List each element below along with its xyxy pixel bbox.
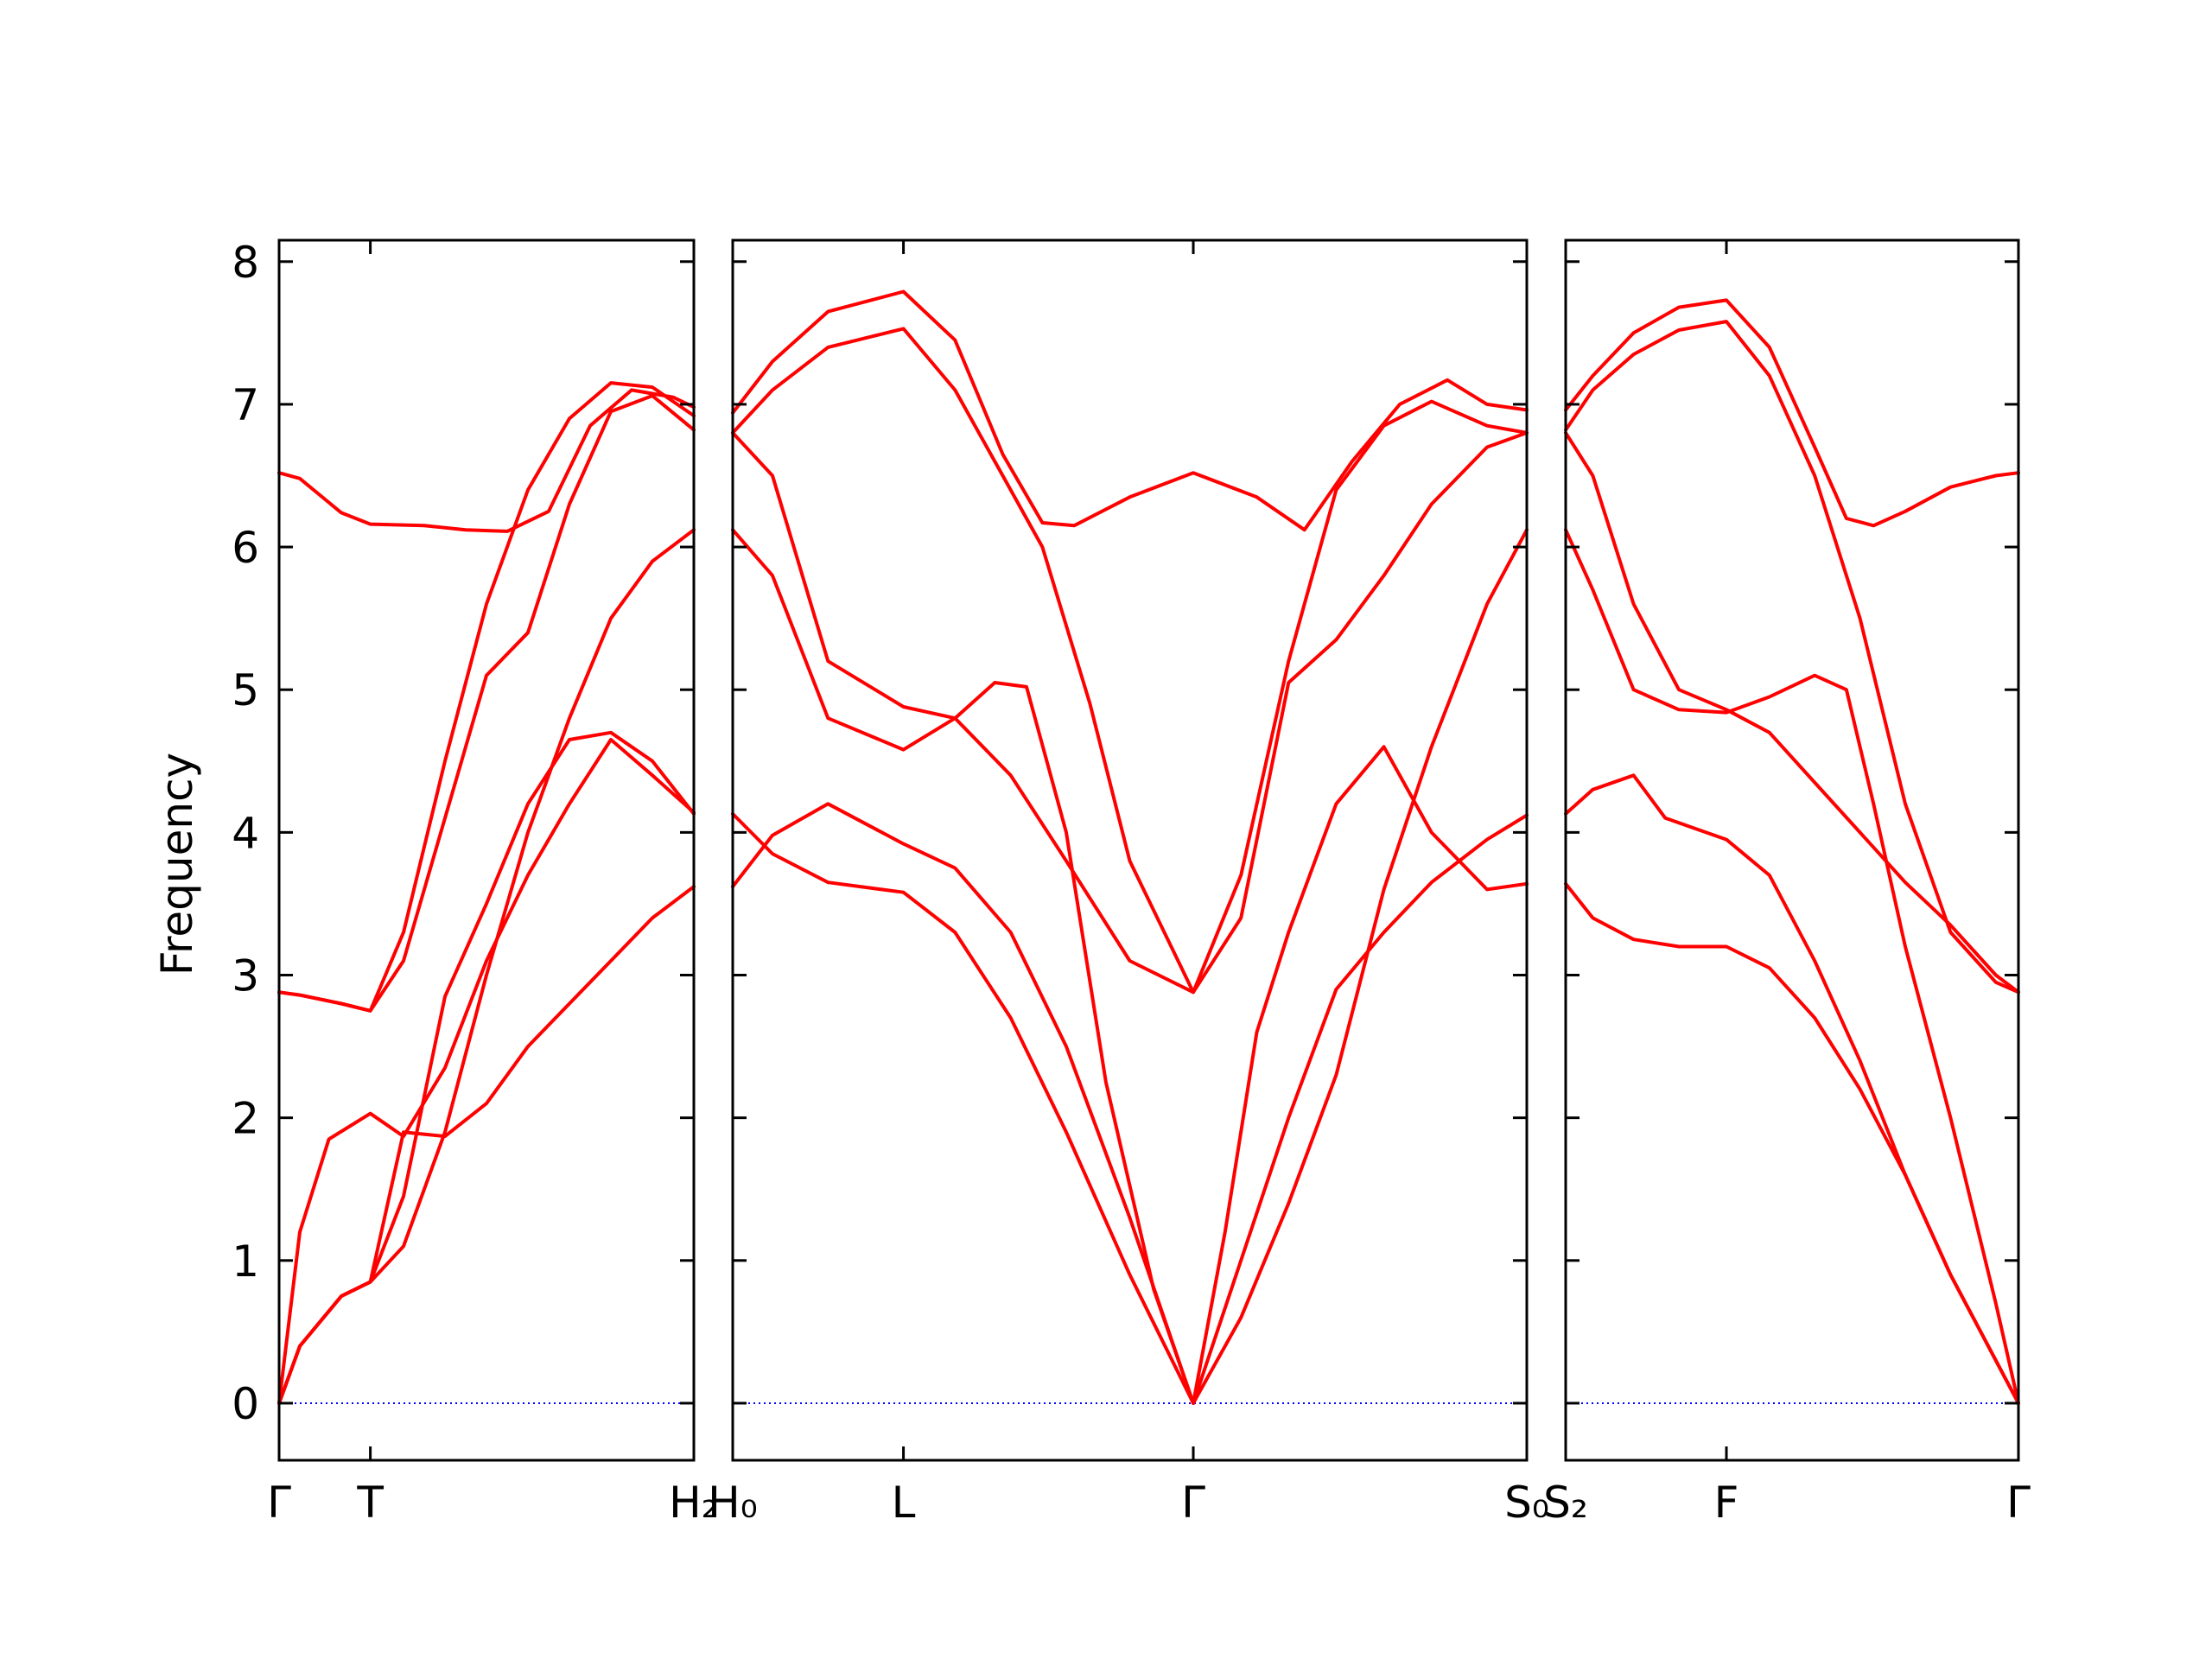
band-line-2 xyxy=(277,381,696,1013)
y-tick-label: 0 xyxy=(232,1379,259,1429)
panel-frame xyxy=(731,238,1529,1462)
y-axis-ticks: 0 1 2 3 4 5 6 7 8 xyxy=(232,238,259,1429)
band-line-7 xyxy=(1192,745,1529,1405)
band-line-4 xyxy=(731,528,1195,1405)
band-line-3 xyxy=(277,394,696,1013)
y-tick-label: 7 xyxy=(232,380,259,430)
band-line-6 xyxy=(731,811,1195,1405)
y-tick-label: 6 xyxy=(232,523,259,573)
band-line-4 xyxy=(1564,528,2020,1405)
band-line-4 xyxy=(277,738,696,1405)
band-line-7 xyxy=(277,885,696,1405)
x-tick-label: Γ xyxy=(267,1478,291,1528)
y-tick-label: 1 xyxy=(232,1236,259,1287)
band-line-9 xyxy=(1192,528,1529,1405)
panel-frame xyxy=(1564,238,2020,1462)
band-line-1 xyxy=(1564,298,2020,528)
band-line-1 xyxy=(731,289,1529,532)
panel-2: H₀ L Γ S₀ xyxy=(708,238,1549,1528)
x-tick-label: F xyxy=(1714,1478,1739,1528)
y-tick-label: 5 xyxy=(232,665,259,715)
y-tick-label: 2 xyxy=(232,1094,259,1144)
band-line-6 xyxy=(277,528,696,1405)
y-tick-label: 8 xyxy=(232,238,259,288)
band-line-5 xyxy=(1564,773,2020,1405)
x-tick-label: S₂ xyxy=(1543,1478,1588,1528)
x-tick-label: Γ xyxy=(2006,1478,2031,1528)
band-line-8 xyxy=(1192,813,1529,1405)
band-line-5 xyxy=(277,730,696,1405)
x-tick-label: Γ xyxy=(1181,1478,1205,1528)
x-tick-label: H₂ xyxy=(669,1478,719,1528)
x-tick-label: H₀ xyxy=(708,1478,758,1528)
y-tick-label: 4 xyxy=(232,808,259,858)
x-tick-label: T xyxy=(356,1478,384,1528)
y-axis-label: Frequency xyxy=(152,753,202,976)
band-line-2 xyxy=(1564,320,2020,995)
panel-frame xyxy=(277,238,696,1462)
band-line-3 xyxy=(731,430,1529,995)
x-tick-label: L xyxy=(892,1478,916,1528)
band-line-2 xyxy=(731,327,1529,995)
band-line-6 xyxy=(1564,881,2020,1405)
x-tick-label: S₀ xyxy=(1504,1478,1549,1528)
band-line-3 xyxy=(1564,430,2020,995)
panel-1: Γ T H₂ xyxy=(267,238,719,1528)
band-line-1 xyxy=(277,388,696,533)
band-line-5 xyxy=(731,802,1195,1405)
y-tick-label: 3 xyxy=(232,951,259,1001)
panel-3: S₂ F Γ xyxy=(1543,238,2031,1528)
